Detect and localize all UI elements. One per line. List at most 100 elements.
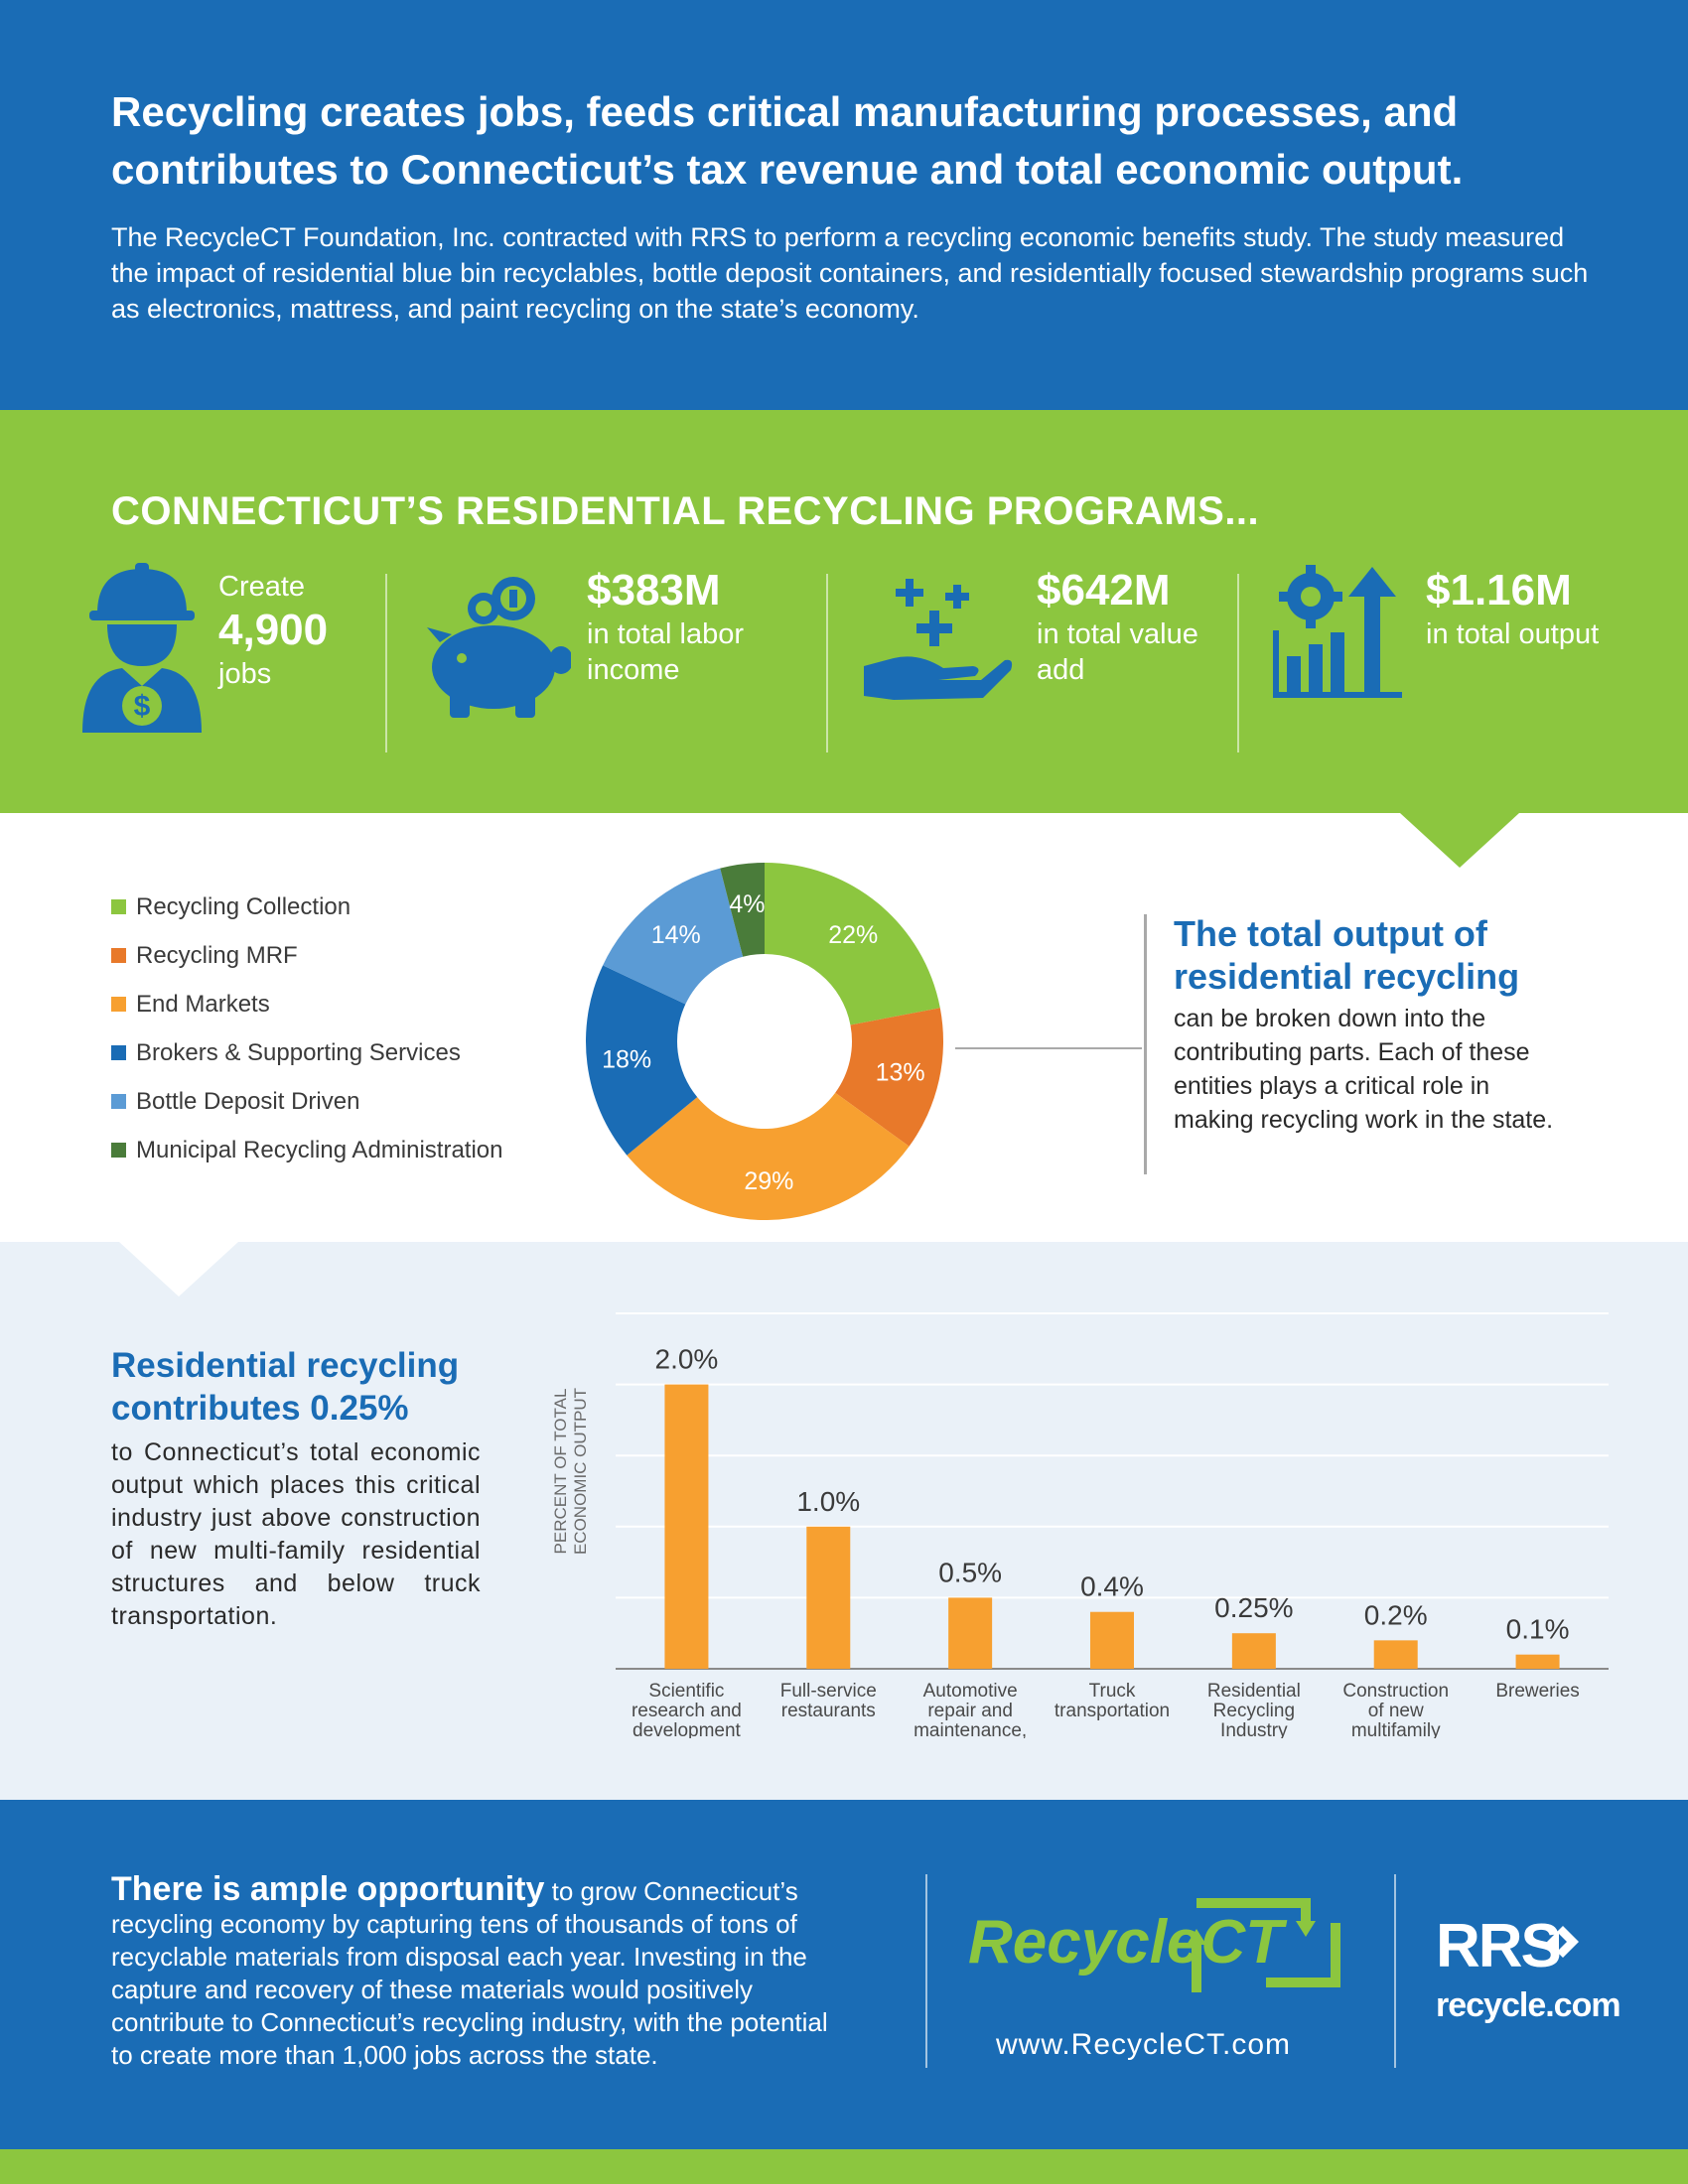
- footer-section: There is ample opportunity to grow Conne…: [0, 1800, 1688, 2149]
- opportunity-lead: There is ample opportunity: [111, 1870, 545, 1908]
- legend-item: Municipal Recycling Administration: [111, 1126, 503, 1174]
- growth-chart-icon: [1273, 565, 1402, 698]
- stat-divider: [385, 574, 387, 752]
- category-label: Residential Recycling Industry: [1207, 1681, 1301, 1738]
- recycle-arrows-icon: [1187, 1898, 1340, 1992]
- recyclect-url[interactable]: www.RecycleCT.com: [996, 2028, 1292, 2061]
- footer-divider: [925, 1874, 927, 2068]
- legend-label: Recycling MRF: [136, 941, 298, 969]
- bar: [1515, 1654, 1560, 1669]
- section-notch: [1400, 813, 1519, 868]
- category-label: Truck transportation: [1055, 1681, 1170, 1721]
- legend-label: Recycling Collection: [136, 892, 352, 920]
- bar-value-label: 0.25%: [1214, 1592, 1293, 1623]
- stat-divider: [1237, 574, 1239, 752]
- stat-value-add-value: $642M: [1037, 566, 1171, 614]
- programs-heading: CONNECTICUT’S RESIDENTIAL RECYCLING PROG…: [111, 489, 1260, 533]
- category-label: Full-service restaurants: [780, 1681, 877, 1721]
- legend-item: Brokers & Supporting Services: [111, 1028, 503, 1077]
- bar-value-label: 0.1%: [1506, 1614, 1570, 1645]
- donut-legend: Recycling Collection Recycling MRF End M…: [111, 883, 503, 1174]
- header-section: Recycling creates jobs, feeds critical m…: [0, 0, 1688, 410]
- stat-jobs-post: jobs: [218, 658, 272, 690]
- stat-total-output-value: $1.16M: [1426, 566, 1572, 614]
- bar: [1231, 1633, 1276, 1669]
- stat-value-add-post: in total value add: [1037, 618, 1198, 686]
- stat-jobs-pre: Create: [218, 571, 306, 603]
- legend-label: Brokers & Supporting Services: [136, 1038, 461, 1066]
- bars-body: to Connecticut’s total economic output w…: [111, 1438, 481, 1630]
- donut-slice-label: 4%: [729, 890, 765, 918]
- donut-slice: [603, 868, 744, 1005]
- legend-item: Bottle Deposit Driven: [111, 1077, 503, 1126]
- y-axis-label: PERCENT OF TOTALECONOMIC OUTPUT: [551, 1388, 590, 1555]
- bars-heading: Residential recycling contributes 0.25%: [111, 1346, 460, 1428]
- bar-value-label: 0.4%: [1080, 1571, 1144, 1602]
- donut-slice-label: 13%: [876, 1059, 925, 1087]
- page-title: Recycling creates jobs, feeds critical m…: [111, 88, 1464, 193]
- legend-swatch: [111, 948, 126, 963]
- economic-output-bar-chart: PERCENT OF TOTALECONOMIC OUTPUT 2.0% Scien…: [551, 1312, 1609, 1738]
- connector-line: [955, 1047, 1142, 1049]
- donut-slice: [835, 1008, 943, 1147]
- bar: [948, 1597, 993, 1669]
- bottom-strip: [0, 2149, 1688, 2184]
- bar-value-label: 0.5%: [938, 1557, 1002, 1587]
- legend-swatch: [111, 899, 126, 914]
- category-label: Breweries: [1495, 1681, 1579, 1702]
- donut-body: can be broken down into the contributing…: [1174, 1005, 1554, 1134]
- recyclect-logo-text: RecycleCT: [968, 1908, 1284, 1977]
- bar: [1373, 1640, 1418, 1669]
- legend-swatch: [111, 1094, 126, 1109]
- stat-jobs-value: 4,900: [218, 606, 329, 654]
- output-breakdown-section: Recycling Collection Recycling MRF End M…: [0, 813, 1688, 1242]
- donut-slice-label: 14%: [651, 921, 701, 949]
- programs-section: CONNECTICUT’S RESIDENTIAL RECYCLING PROG…: [0, 410, 1688, 813]
- footer-divider: [1394, 1874, 1396, 2068]
- bar-value-label: 0.2%: [1364, 1599, 1428, 1630]
- legend-item: Recycling MRF: [111, 931, 503, 980]
- donut-slice: [720, 863, 765, 957]
- intro-paragraph: The RecycleCT Foundation, Inc. contracte…: [111, 222, 1589, 324]
- donut-slice-label: 29%: [744, 1167, 793, 1195]
- rrs-logo-text: RRS: [1436, 1912, 1562, 1980]
- stat-total-output-post: in total output: [1426, 618, 1600, 650]
- svg-text:$: $: [134, 690, 151, 723]
- bar-value-label: 2.0%: [655, 1344, 719, 1375]
- donut-slice-label: 18%: [602, 1046, 651, 1074]
- donut-slice: [627, 1092, 910, 1220]
- legend-item: Recycling Collection: [111, 883, 503, 931]
- legend-label: Municipal Recycling Administration: [136, 1136, 503, 1163]
- legend-swatch: [111, 1045, 126, 1060]
- legend-item: End Markets: [111, 980, 503, 1028]
- hand-plus-icon: [864, 579, 1013, 700]
- bar-value-label: 1.0%: [796, 1486, 860, 1517]
- legend-swatch: [111, 1143, 126, 1158]
- economic-share-section: Residential recycling contributes 0.25% …: [0, 1242, 1688, 1800]
- accent-bar: [1144, 914, 1147, 1174]
- stat-divider: [826, 574, 828, 752]
- bar: [806, 1526, 851, 1669]
- piggy-bank-icon: [427, 577, 571, 718]
- rrs-logo-subtext: recycle.com: [1436, 1986, 1621, 2024]
- worker-icon: $: [82, 563, 202, 733]
- output-donut-chart: 22% 13% 29% 18% 14% 4%: [586, 863, 943, 1220]
- legend-label: Bottle Deposit Driven: [136, 1087, 360, 1115]
- bar: [1090, 1611, 1134, 1669]
- section-notch: [119, 1242, 238, 1297]
- opportunity-paragraph: There is ample opportunity to grow Conne…: [111, 1870, 846, 2072]
- legend-swatch: [111, 997, 126, 1012]
- donut-slice: [765, 863, 940, 1025]
- rrs-diamond-icon: [1547, 1926, 1579, 1958]
- stat-labor-income-value: $383M: [587, 566, 721, 614]
- donut-slice: [586, 965, 698, 1156]
- legend-label: End Markets: [136, 990, 270, 1018]
- donut-slice-label: 22%: [828, 921, 878, 949]
- opportunity-text: to grow Connecticut’s recycling economy …: [111, 1876, 828, 2070]
- stat-labor-income-post: in total labor income: [587, 618, 744, 686]
- donut-heading: The total output of residential recyclin…: [1174, 913, 1520, 997]
- bar: [664, 1384, 709, 1669]
